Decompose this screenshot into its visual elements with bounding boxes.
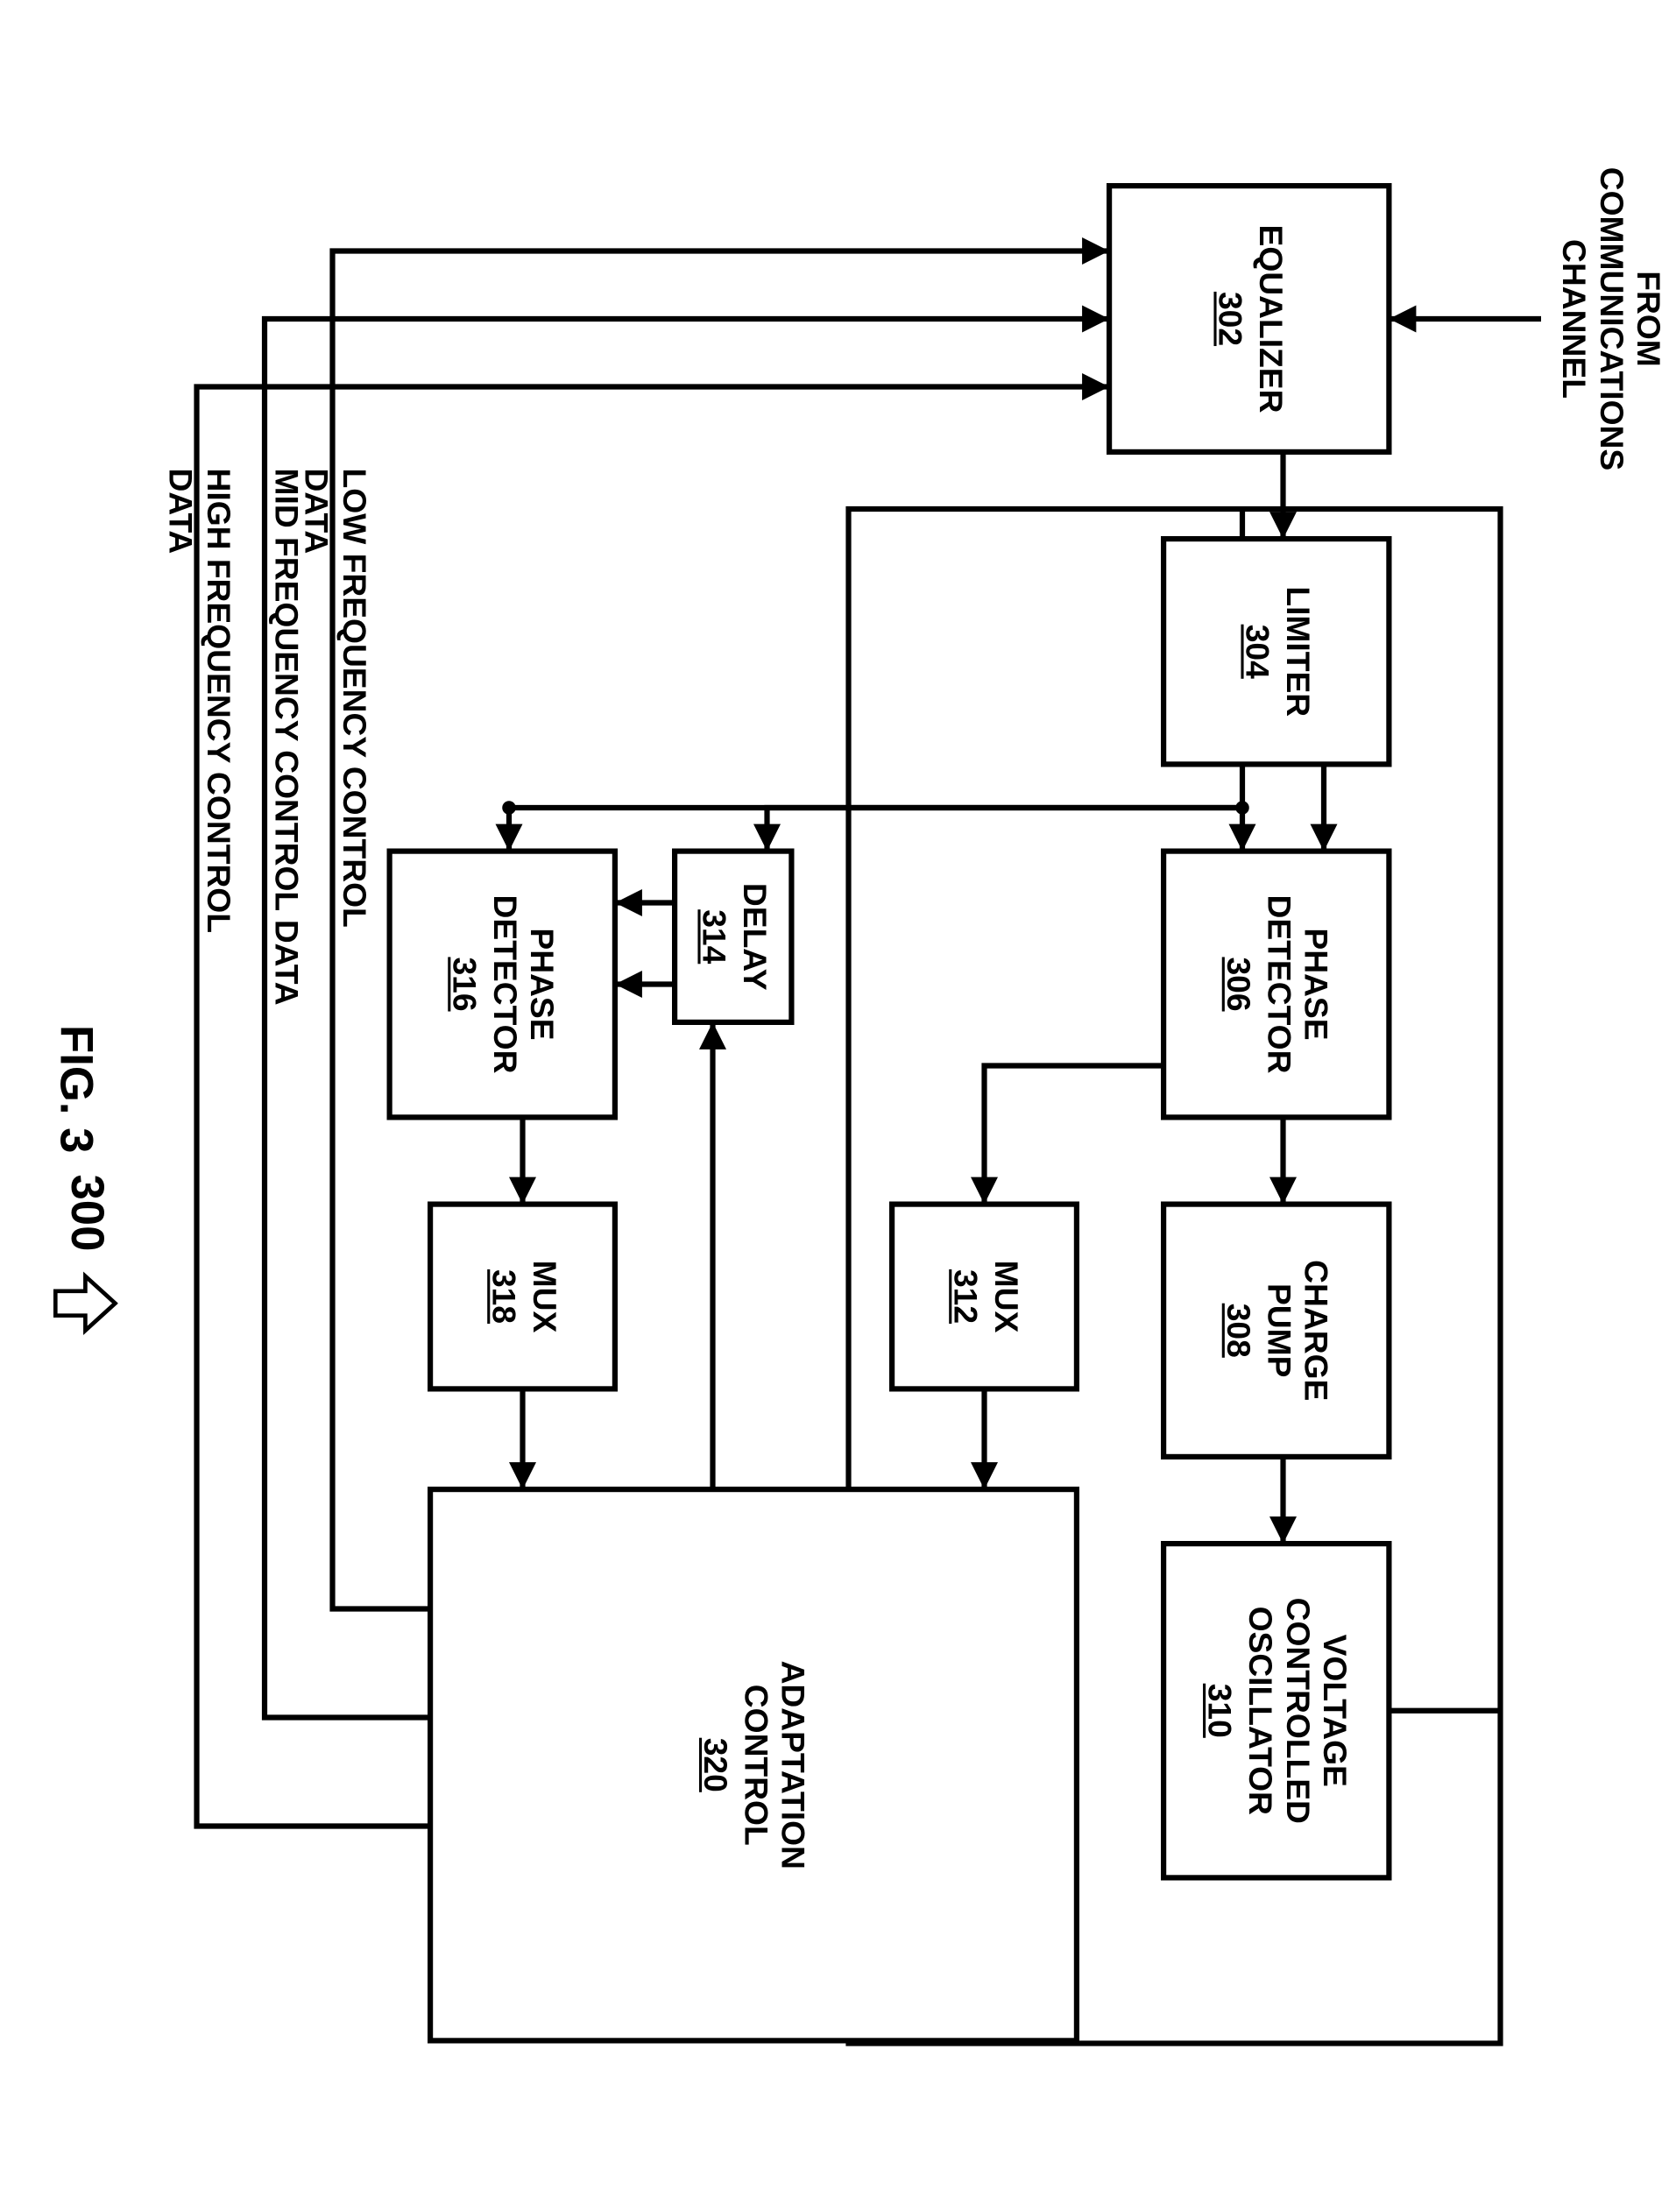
block-equalizer: EQUALIZER302 <box>1107 183 1392 455</box>
block-pd1: PHASEDETECTOR306 <box>1161 848 1392 1120</box>
edge-outer.bottom.tap-delay.top <box>767 808 1242 849</box>
block-label: VOLTAGECONTROLLEDOSCILLATOR <box>1240 1597 1352 1823</box>
block-adapt: ADAPTATIONCONTROL320 <box>428 1487 1079 2044</box>
block-pd2: PHASEDETECTOR316 <box>386 848 617 1120</box>
block-vco: VOLTAGECONTROLLEDOSCILLATOR310 <box>1161 1541 1392 1881</box>
control-line-label-low: LOW FREQUENCY CONTROL DATA <box>296 468 371 1011</box>
block-refnum: 310 <box>1199 1683 1237 1737</box>
block-cp: CHARGEPUMP308 <box>1161 1201 1392 1459</box>
block-label: LIMITER <box>1277 586 1315 717</box>
edge-pd1.bottom-mux1.left <box>984 1065 1161 1201</box>
block-mux2: MUX318 <box>428 1201 618 1391</box>
block-label: PHASEDETECTOR <box>484 894 560 1073</box>
block-label: EQUALIZER <box>1250 224 1288 413</box>
block-label: MUX <box>986 1260 1023 1332</box>
block-mux1: MUX312 <box>889 1201 1079 1391</box>
figure-caption: FIG. 3 <box>48 1025 101 1153</box>
block-label: MUX <box>524 1260 562 1332</box>
control-line-label-high: HIGH FREQUENCY CONTROL DATA <box>160 468 236 1011</box>
block-refnum: 302 <box>1210 291 1248 345</box>
ref-arrow-icon <box>50 1269 117 1338</box>
block-label: CHARGEPUMP <box>1258 1260 1333 1401</box>
block-refnum: 320 <box>696 1737 733 1792</box>
block-refnum: 318 <box>484 1269 521 1323</box>
input-label: SERIAL DATA INPUTFROMCOMMUNICATIONSCHANN… <box>1553 102 1669 536</box>
control-line-label-mid: MID FREQUENCY CONTROL DATA <box>266 468 304 1011</box>
block-label: DELAY <box>734 882 772 990</box>
block-limiter: LIMITER304 <box>1161 536 1392 767</box>
block-refnum: 304 <box>1237 624 1275 678</box>
block-diagram: LOW FREQUENCY CONTROL DATAMID FREQUENCY … <box>115 88 1554 2124</box>
block-refnum: 306 <box>1219 957 1256 1011</box>
figure-refnum: 300 <box>59 1174 111 1251</box>
block-label: PHASEDETECTOR <box>1258 894 1333 1073</box>
block-refnum: 312 <box>945 1269 983 1323</box>
block-delay: DELAY314 <box>672 848 795 1025</box>
block-refnum: 316 <box>444 957 482 1011</box>
block-label: ADAPTATIONCONTROL <box>736 1660 811 1869</box>
block-refnum: 308 <box>1219 1303 1256 1357</box>
block-refnum: 314 <box>694 909 732 964</box>
